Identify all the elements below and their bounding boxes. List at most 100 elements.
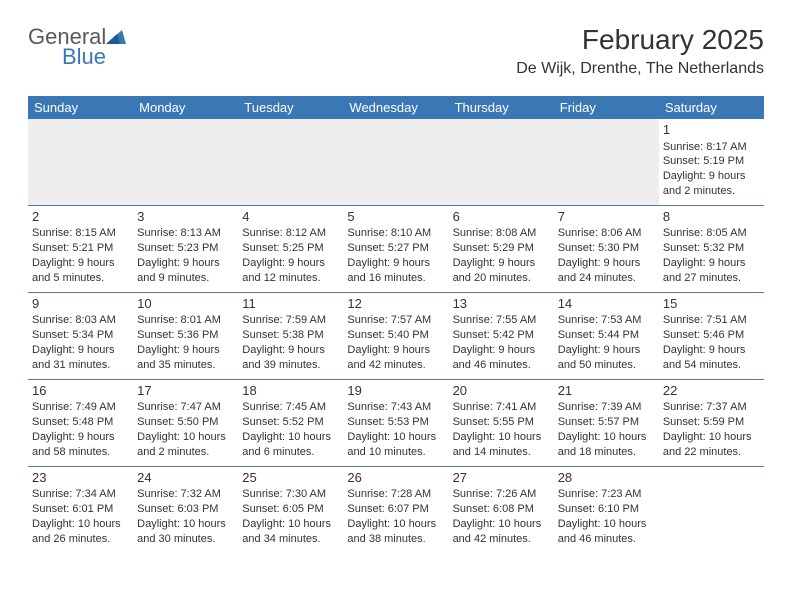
daylight-line: Daylight: 10 hours and 18 minutes. <box>558 430 655 460</box>
day-number: 22 <box>663 382 760 400</box>
calendar-cell: 5Sunrise: 8:10 AMSunset: 5:27 PMDaylight… <box>343 205 448 292</box>
sunrise-line: Sunrise: 7:32 AM <box>137 487 234 502</box>
calendar-header: Sunday Monday Tuesday Wednesday Thursday… <box>28 96 764 119</box>
sunset-line: Sunset: 5:53 PM <box>347 415 444 430</box>
sunrise-line: Sunrise: 7:34 AM <box>32 487 129 502</box>
month-title: February 2025 <box>516 24 764 56</box>
header: General Blue February 2025 De Wijk, Dren… <box>0 0 792 88</box>
sunrise-line: Sunrise: 7:23 AM <box>558 487 655 502</box>
calendar-cell: 20Sunrise: 7:41 AMSunset: 5:55 PMDayligh… <box>449 379 554 466</box>
calendar-cell: 15Sunrise: 7:51 AMSunset: 5:46 PMDayligh… <box>659 292 764 379</box>
sunrise-line: Sunrise: 8:03 AM <box>32 313 129 328</box>
sunset-line: Sunset: 5:25 PM <box>242 241 339 256</box>
daylight-line: Daylight: 10 hours and 22 minutes. <box>663 430 760 460</box>
calendar-cell: 16Sunrise: 7:49 AMSunset: 5:48 PMDayligh… <box>28 379 133 466</box>
calendar-cell: 8Sunrise: 8:05 AMSunset: 5:32 PMDaylight… <box>659 205 764 292</box>
sunrise-line: Sunrise: 8:08 AM <box>453 226 550 241</box>
daylight-line: Daylight: 10 hours and 6 minutes. <box>242 430 339 460</box>
daylight-line: Daylight: 9 hours and 31 minutes. <box>32 343 129 373</box>
day-number: 7 <box>558 208 655 226</box>
sunset-line: Sunset: 6:05 PM <box>242 502 339 517</box>
sunset-line: Sunset: 5:50 PM <box>137 415 234 430</box>
location: De Wijk, Drenthe, The Netherlands <box>516 60 764 78</box>
day-number: 23 <box>32 469 129 487</box>
daylight-line: Daylight: 9 hours and 9 minutes. <box>137 256 234 286</box>
sunrise-line: Sunrise: 7:43 AM <box>347 400 444 415</box>
daylight-line: Daylight: 9 hours and 42 minutes. <box>347 343 444 373</box>
daylight-line: Daylight: 9 hours and 58 minutes. <box>32 430 129 460</box>
daylight-line: Daylight: 9 hours and 35 minutes. <box>137 343 234 373</box>
calendar-cell: 7Sunrise: 8:06 AMSunset: 5:30 PMDaylight… <box>554 205 659 292</box>
calendar-cell: 24Sunrise: 7:32 AMSunset: 6:03 PMDayligh… <box>133 466 238 553</box>
calendar-cell: 11Sunrise: 7:59 AMSunset: 5:38 PMDayligh… <box>238 292 343 379</box>
calendar-cell: 23Sunrise: 7:34 AMSunset: 6:01 PMDayligh… <box>28 466 133 553</box>
calendar-cell: 10Sunrise: 8:01 AMSunset: 5:36 PMDayligh… <box>133 292 238 379</box>
daylight-line: Daylight: 9 hours and 27 minutes. <box>663 256 760 286</box>
day-number: 20 <box>453 382 550 400</box>
sunrise-line: Sunrise: 8:13 AM <box>137 226 234 241</box>
sunset-line: Sunset: 6:01 PM <box>32 502 129 517</box>
sunrise-line: Sunrise: 7:53 AM <box>558 313 655 328</box>
daylight-line: Daylight: 9 hours and 16 minutes. <box>347 256 444 286</box>
sunrise-line: Sunrise: 7:47 AM <box>137 400 234 415</box>
dow-tuesday: Tuesday <box>238 96 343 119</box>
dow-wednesday: Wednesday <box>343 96 448 119</box>
sunset-line: Sunset: 5:38 PM <box>242 328 339 343</box>
daylight-line: Daylight: 10 hours and 26 minutes. <box>32 517 129 547</box>
calendar-cell: 21Sunrise: 7:39 AMSunset: 5:57 PMDayligh… <box>554 379 659 466</box>
sunset-line: Sunset: 5:59 PM <box>663 415 760 430</box>
day-number: 16 <box>32 382 129 400</box>
day-number: 4 <box>242 208 339 226</box>
sunrise-line: Sunrise: 7:49 AM <box>32 400 129 415</box>
calendar-cell <box>133 119 238 205</box>
day-number: 27 <box>453 469 550 487</box>
sunset-line: Sunset: 5:34 PM <box>32 328 129 343</box>
sunset-line: Sunset: 6:10 PM <box>558 502 655 517</box>
calendar-cell <box>238 119 343 205</box>
calendar-cell <box>343 119 448 205</box>
dow-saturday: Saturday <box>659 96 764 119</box>
daylight-line: Daylight: 9 hours and 54 minutes. <box>663 343 760 373</box>
calendar-cell <box>449 119 554 205</box>
daylight-line: Daylight: 9 hours and 2 minutes. <box>663 169 760 199</box>
day-number: 9 <box>32 295 129 313</box>
daylight-line: Daylight: 10 hours and 38 minutes. <box>347 517 444 547</box>
day-number: 14 <box>558 295 655 313</box>
sunrise-line: Sunrise: 7:55 AM <box>453 313 550 328</box>
dow-thursday: Thursday <box>449 96 554 119</box>
sunset-line: Sunset: 5:44 PM <box>558 328 655 343</box>
sunset-line: Sunset: 5:23 PM <box>137 241 234 256</box>
calendar-cell: 14Sunrise: 7:53 AMSunset: 5:44 PMDayligh… <box>554 292 659 379</box>
sunset-line: Sunset: 5:27 PM <box>347 241 444 256</box>
day-number: 12 <box>347 295 444 313</box>
sunset-line: Sunset: 6:07 PM <box>347 502 444 517</box>
sunset-line: Sunset: 6:03 PM <box>137 502 234 517</box>
day-number: 25 <box>242 469 339 487</box>
calendar: Sunday Monday Tuesday Wednesday Thursday… <box>28 96 764 553</box>
sunrise-line: Sunrise: 8:06 AM <box>558 226 655 241</box>
daylight-line: Daylight: 9 hours and 39 minutes. <box>242 343 339 373</box>
sunset-line: Sunset: 5:36 PM <box>137 328 234 343</box>
sunrise-line: Sunrise: 7:57 AM <box>347 313 444 328</box>
sunrise-line: Sunrise: 8:01 AM <box>137 313 234 328</box>
dow-friday: Friday <box>554 96 659 119</box>
sunset-line: Sunset: 5:40 PM <box>347 328 444 343</box>
daylight-line: Daylight: 9 hours and 20 minutes. <box>453 256 550 286</box>
calendar-cell: 17Sunrise: 7:47 AMSunset: 5:50 PMDayligh… <box>133 379 238 466</box>
day-number: 8 <box>663 208 760 226</box>
dow-monday: Monday <box>133 96 238 119</box>
calendar-cell: 19Sunrise: 7:43 AMSunset: 5:53 PMDayligh… <box>343 379 448 466</box>
daylight-line: Daylight: 9 hours and 24 minutes. <box>558 256 655 286</box>
calendar-cell <box>659 466 764 553</box>
sunset-line: Sunset: 5:19 PM <box>663 154 760 169</box>
daylight-line: Daylight: 9 hours and 12 minutes. <box>242 256 339 286</box>
logo: General Blue <box>28 24 126 70</box>
calendar-cell: 18Sunrise: 7:45 AMSunset: 5:52 PMDayligh… <box>238 379 343 466</box>
day-number: 21 <box>558 382 655 400</box>
day-number: 11 <box>242 295 339 313</box>
sunset-line: Sunset: 5:48 PM <box>32 415 129 430</box>
sunrise-line: Sunrise: 8:10 AM <box>347 226 444 241</box>
sunrise-line: Sunrise: 7:28 AM <box>347 487 444 502</box>
calendar-cell: 25Sunrise: 7:30 AMSunset: 6:05 PMDayligh… <box>238 466 343 553</box>
day-number: 1 <box>663 121 760 139</box>
